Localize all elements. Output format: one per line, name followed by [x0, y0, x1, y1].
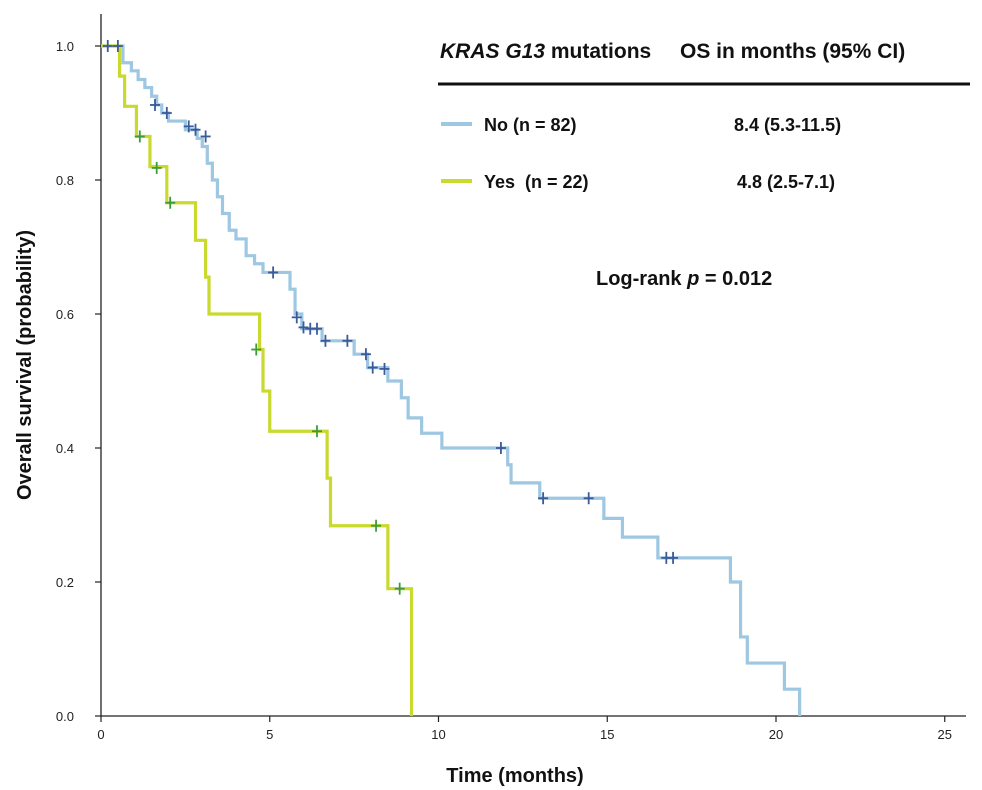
censor-mark [394, 582, 405, 595]
censor-mark [538, 492, 549, 505]
censor-mark [268, 266, 279, 279]
censor-mark [360, 348, 371, 361]
censor-mark [161, 107, 172, 119]
censor-mark [183, 120, 194, 133]
logrank-annotation: Log-rank p = 0.012 [596, 268, 772, 290]
censor-mark [151, 161, 162, 174]
survival-curves [101, 44, 802, 716]
legend-os-no: 8.4 (5.3-11.5) [734, 115, 841, 135]
censor-mark [291, 311, 302, 324]
logrank-p: p [686, 268, 699, 290]
logrank-prefix: Log-rank [596, 268, 687, 290]
censor-mark [371, 519, 382, 532]
censor-mark [342, 334, 353, 347]
censor-mark [102, 40, 113, 52]
censor-mark [112, 40, 123, 52]
y-axis-title: Overall survival (probability) [14, 230, 36, 500]
censor-mark [379, 362, 390, 375]
legend-header-suffix: mutations [545, 40, 651, 63]
x-tick-label: 20 [769, 727, 783, 742]
y-tick-label: 0.6 [56, 307, 74, 322]
censor-mark [251, 343, 262, 356]
censor-mark [298, 321, 309, 334]
censor-mark [495, 442, 506, 454]
censor-mark [312, 425, 322, 438]
y-tick-label: 1.0 [56, 39, 74, 54]
censor-mark [320, 334, 331, 347]
censor-mark [200, 130, 211, 143]
censor-mark [190, 123, 201, 136]
y-tick-label: 0.0 [56, 709, 74, 724]
legend-header-gene: KRAS G13 [440, 40, 545, 63]
legend-label-yes: Yes (n = 22) [484, 172, 589, 192]
legend-label-no: No (n = 82) [484, 115, 577, 135]
censor-mark [150, 98, 160, 111]
y-tick-label: 0.4 [56, 441, 74, 456]
legend-os-yes: 4.8 (2.5-7.1) [737, 172, 835, 192]
x-tick-label: 15 [600, 727, 614, 742]
censor-mark [583, 492, 594, 505]
legend: KRAS G13 mutations OS in months (95% CI)… [438, 40, 970, 192]
x-tick-label: 25 [938, 727, 952, 742]
x-tick-label: 5 [266, 727, 273, 742]
censor-mark [312, 322, 322, 335]
survival-curve-yes [101, 44, 414, 716]
x-axis-title: Time (months) [446, 765, 583, 787]
legend-header-mutations: KRAS G13 mutations [440, 40, 651, 63]
axis-ticks: 0 5 10 15 20 25 0.0 0.2 0.4 0.6 0.8 1.0 [56, 39, 952, 742]
x-tick-label: 0 [97, 727, 104, 742]
y-tick-label: 0.8 [56, 173, 74, 188]
y-tick-label: 0.2 [56, 575, 74, 590]
censor-mark [367, 361, 378, 374]
censor-mark [134, 130, 145, 143]
censor-mark [668, 551, 679, 564]
survival-curve-no [101, 44, 802, 716]
logrank-value: = 0.012 [699, 268, 772, 290]
x-tick-label: 10 [431, 727, 445, 742]
censor-marks [102, 40, 679, 595]
legend-header-os: OS in months (95% CI) [680, 40, 905, 63]
censor-mark [165, 196, 176, 209]
